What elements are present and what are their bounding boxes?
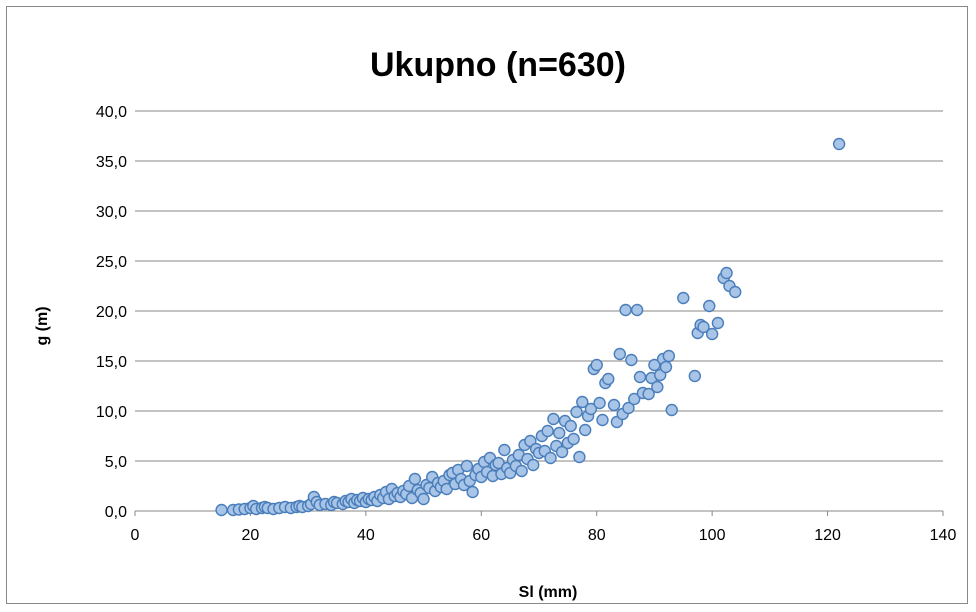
data-point <box>625 353 638 367</box>
data-point <box>711 316 725 330</box>
gridlines <box>134 110 944 516</box>
data-point <box>832 137 846 151</box>
y-tick-label: 25,0 <box>96 254 127 271</box>
data-point <box>596 413 609 427</box>
data-point <box>573 450 586 464</box>
data-point <box>602 372 615 386</box>
data-point <box>578 423 592 437</box>
data-point <box>553 426 566 440</box>
data-point <box>541 424 554 438</box>
data-point <box>417 492 430 506</box>
data-point <box>547 412 560 426</box>
x-tick-label: 40 <box>357 527 375 544</box>
data-point <box>515 464 528 478</box>
data-point <box>544 451 557 465</box>
data-point <box>659 360 673 374</box>
data-point <box>720 266 733 280</box>
data-point <box>555 445 569 459</box>
data-point <box>703 299 716 313</box>
data-point <box>648 358 661 372</box>
y-tick-label: 5,0 <box>105 454 127 471</box>
data-point <box>607 398 621 412</box>
chart-frame: Ukupno (n=630) 0,0 5,0 10,0 15,0 20,0 25,0 30,… <box>6 6 968 604</box>
data-point <box>613 347 626 361</box>
data-point <box>498 443 511 457</box>
data-point <box>593 396 606 410</box>
data-point <box>460 459 474 473</box>
y-tick-label: 40,0 <box>96 104 127 121</box>
data-point <box>564 419 577 433</box>
y-tick-label: 20,0 <box>96 304 127 321</box>
x-tick-label: 80 <box>588 527 606 544</box>
y-tick-label: 35,0 <box>96 154 127 171</box>
data-point <box>633 370 647 384</box>
data-point <box>630 303 644 317</box>
data-point <box>651 380 664 394</box>
x-tick-label: 20 <box>242 527 260 544</box>
data-point <box>665 403 678 417</box>
y-tick-label: 10,0 <box>96 404 127 421</box>
data-point <box>697 320 710 334</box>
x-tick-label: 140 <box>930 527 957 544</box>
data-point <box>622 401 635 415</box>
scatter-chart: Ukupno (n=630) 0,0 5,0 10,0 15,0 20,0 25,0 30,… <box>34 46 957 601</box>
data-point <box>705 327 719 341</box>
data-point <box>642 387 655 401</box>
x-axis-title: Sl (mm) <box>519 584 578 601</box>
y-tick-label: 30,0 <box>96 204 127 221</box>
data-point <box>584 402 598 416</box>
x-tick-label: 100 <box>699 527 726 544</box>
data-point <box>408 472 422 486</box>
data-point <box>215 503 228 517</box>
data-point <box>688 369 702 383</box>
x-tick-label: 120 <box>814 527 841 544</box>
data-point <box>677 291 690 305</box>
data-point <box>619 303 632 317</box>
data-point <box>729 285 742 299</box>
data-point <box>466 485 479 499</box>
data-point <box>567 432 580 446</box>
x-tick-labels: 0 20 40 60 80 100 120 140 <box>131 527 957 544</box>
data-point <box>590 358 603 372</box>
y-tick-label: 0,0 <box>105 504 127 521</box>
x-tick-label: 60 <box>472 527 490 544</box>
data-points <box>215 137 846 517</box>
y-axis-title: g (m) <box>34 306 51 345</box>
data-point <box>628 392 641 406</box>
x-tick-label: 0 <box>131 527 140 544</box>
chart-title: Ukupno (n=630) <box>370 46 626 84</box>
y-tick-label: 15,0 <box>96 354 127 371</box>
data-point <box>570 405 583 419</box>
data-point <box>576 395 589 409</box>
y-tick-labels: 0,0 5,0 10,0 15,0 20,0 25,0 30,0 35,0 40,0 <box>96 104 127 521</box>
data-point <box>527 458 540 472</box>
data-point <box>662 349 676 363</box>
